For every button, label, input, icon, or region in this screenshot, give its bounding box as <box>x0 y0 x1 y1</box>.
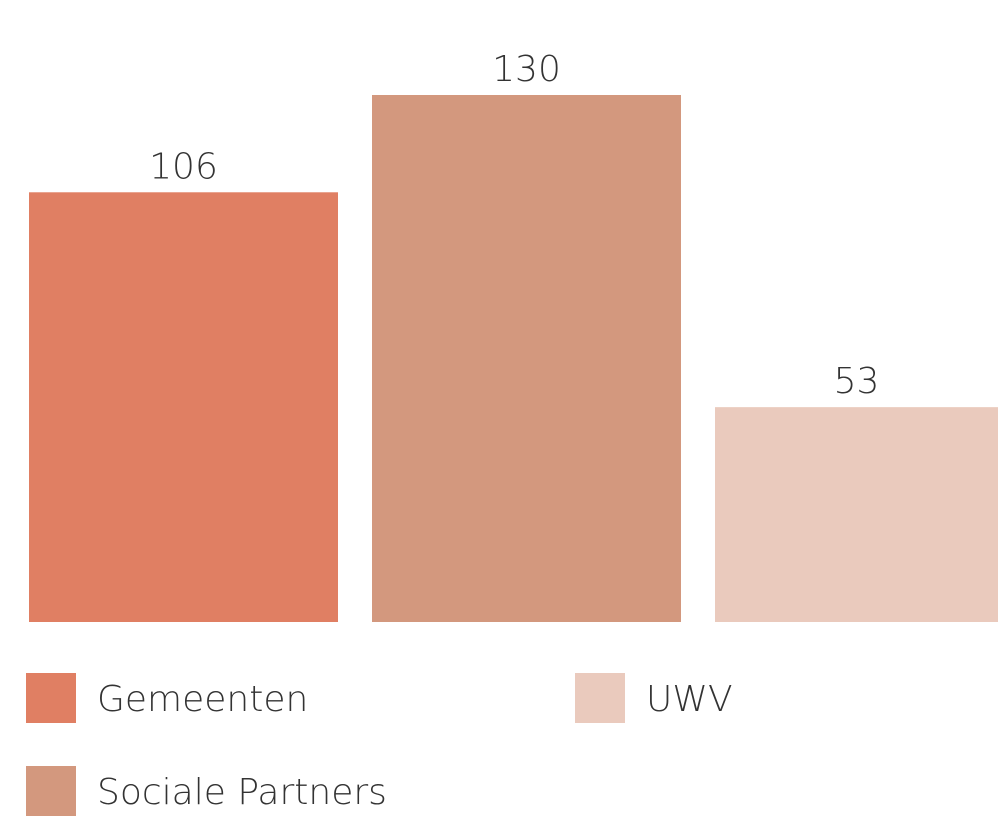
legend-swatch <box>575 673 625 723</box>
legend-label: Gemeenten <box>97 679 308 720</box>
legend-label: UWV <box>646 679 733 720</box>
bar <box>715 407 998 622</box>
value-label: 130 <box>492 49 561 90</box>
value-label: 106 <box>149 146 218 187</box>
legend-label: Sociale Partners <box>97 772 387 813</box>
bar <box>372 95 681 622</box>
value-label: 53 <box>834 361 880 402</box>
bar <box>29 192 338 623</box>
legend-swatch <box>26 673 76 723</box>
legend-swatch <box>26 766 76 816</box>
